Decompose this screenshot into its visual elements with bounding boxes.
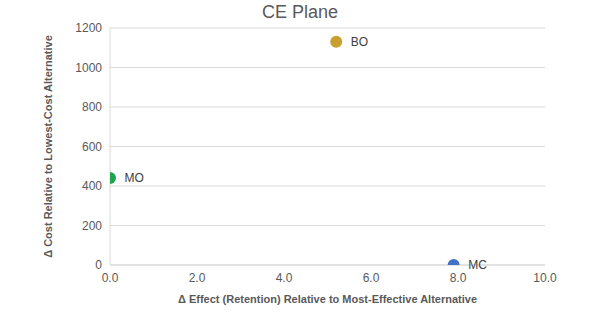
svg-text:400: 400	[82, 179, 102, 193]
svg-text:200: 200	[82, 219, 102, 233]
svg-text:Δ Cost Relative to Lowest-Cost: Δ Cost Relative to Lowest-Cost Alternati…	[42, 35, 54, 258]
svg-text:1000: 1000	[75, 61, 102, 75]
svg-text:Δ Effect (Retention) Relative: Δ Effect (Retention) Relative to Most-Ef…	[178, 293, 477, 305]
svg-text:600: 600	[82, 140, 102, 154]
svg-text:MO: MO	[125, 171, 144, 185]
svg-text:BO: BO	[351, 35, 368, 49]
svg-text:MC: MC	[468, 258, 487, 272]
svg-text:4.0: 4.0	[276, 271, 293, 285]
svg-text:10.0: 10.0	[533, 271, 557, 285]
svg-text:1200: 1200	[75, 21, 102, 35]
svg-text:8.0: 8.0	[450, 271, 467, 285]
svg-text:0.0: 0.0	[102, 271, 119, 285]
html-text:CE Plane: CE Plane	[262, 2, 338, 22]
svg-text:2.0: 2.0	[189, 271, 206, 285]
svg-text:6.0: 6.0	[363, 271, 380, 285]
svg-text:0: 0	[95, 258, 102, 272]
svg-text:800: 800	[82, 100, 102, 114]
